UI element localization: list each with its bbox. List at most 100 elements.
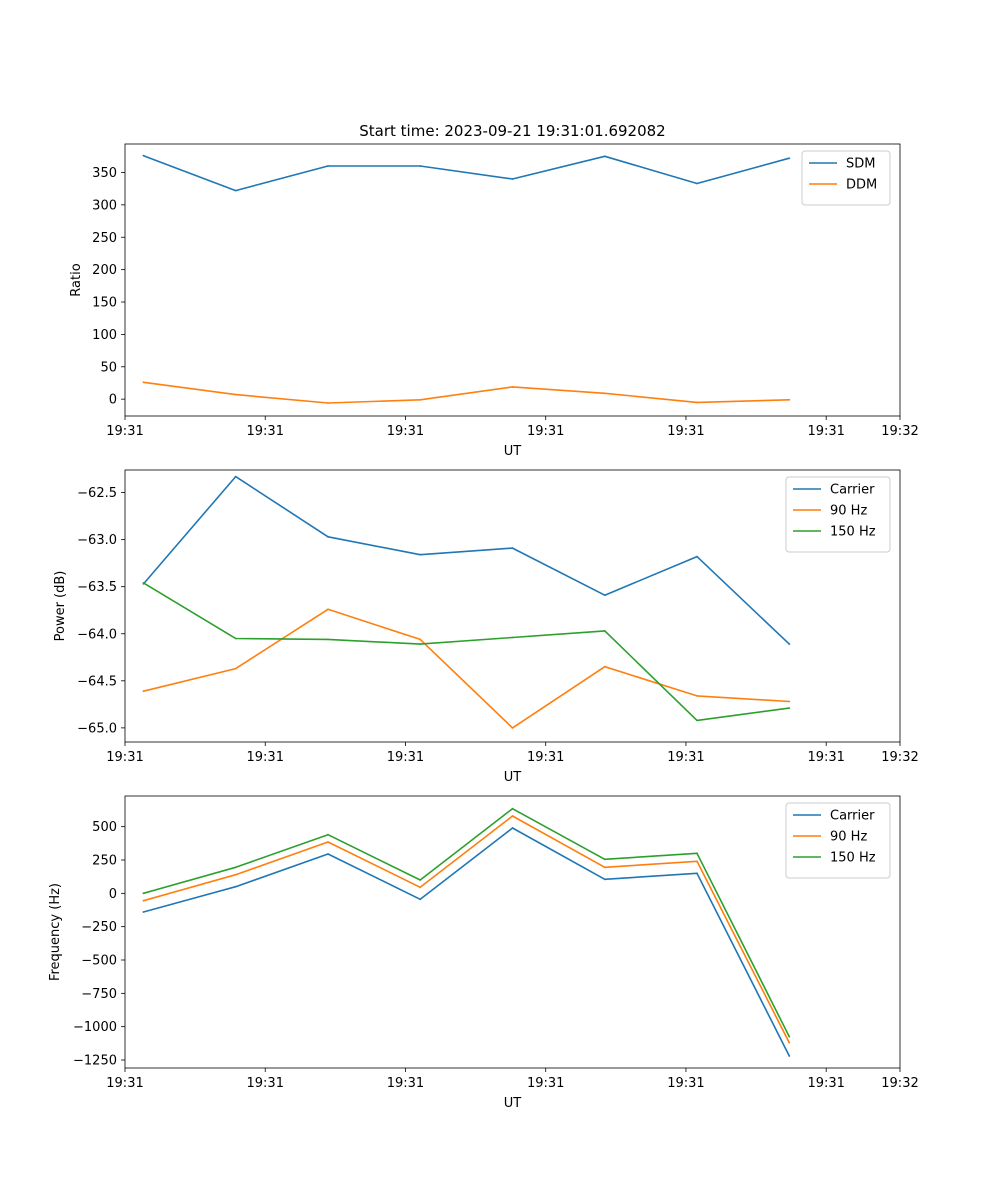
y-tick-label: −1000 (73, 1020, 117, 1035)
data-point (419, 553, 422, 556)
data-point (327, 841, 329, 843)
data-point (696, 694, 698, 697)
x-tick-label: 19:31 (527, 750, 564, 765)
y-tick-label: 500 (92, 820, 117, 835)
y-tick-label: −500 (81, 954, 117, 969)
plot-area-frame (124, 143, 901, 417)
legend-label: 150 Hz (830, 851, 876, 866)
data-point (603, 878, 606, 881)
data-point (788, 157, 791, 160)
data-point (419, 643, 422, 646)
data-point (788, 707, 791, 710)
legend: Carrier 90 Hz 150 Hz (785, 802, 891, 879)
data-point (603, 594, 606, 597)
data-point (419, 638, 422, 641)
y-tick-label: 0 (109, 393, 117, 408)
data-point (234, 873, 237, 876)
y-tick-label: −63.5 (77, 580, 117, 595)
data-point (327, 853, 329, 855)
legend-label: DDM (846, 178, 877, 193)
x-tick-label: 19:31 (106, 1076, 143, 1091)
series-line-carrier (143, 827, 791, 1057)
legend: SDM DDM (801, 150, 891, 206)
chart-panel-2: 19:31 19:31 19:31 19:31 19:31 19:31 19:32 −65.0… (53, 469, 919, 785)
data-point (142, 911, 145, 913)
data-point (788, 643, 791, 646)
x-tick-label: 19:31 (667, 1076, 704, 1091)
data-point (511, 807, 514, 810)
data-point (327, 638, 329, 641)
y-tick-label: 250 (92, 854, 117, 869)
y-tick-label: 50 (100, 360, 117, 375)
data-point (142, 690, 145, 693)
legend-label: SDM (846, 157, 875, 172)
data-point (142, 381, 145, 384)
data-point (234, 475, 237, 478)
data-point (788, 700, 791, 703)
data-point (234, 866, 237, 869)
plot-area-frame (124, 795, 901, 1069)
data-point (788, 1035, 791, 1038)
y-axis-label: Power (dB) (53, 571, 68, 642)
y-axis-label: Frequency (Hz) (48, 883, 63, 981)
data-point (234, 393, 237, 396)
data-point (234, 667, 237, 670)
y-tick-label: 200 (92, 263, 117, 278)
data-point (603, 665, 606, 668)
legend-frame (785, 476, 891, 553)
x-tick-label: 19:31 (807, 424, 844, 439)
series-line-150-hz (143, 807, 791, 1038)
series-line-sdm (143, 154, 790, 192)
chart-panel-3: 19:31 19:31 19:31 19:31 19:31 19:31 19:32 −1250… (48, 795, 919, 1111)
y-tick-label: −62.5 (77, 486, 117, 501)
data-point (511, 178, 514, 180)
series-line-ddm (143, 381, 790, 404)
legend-label: Carrier (830, 483, 875, 498)
data-point (603, 630, 606, 632)
x-tick-label: 19:31 (106, 424, 143, 439)
legend: Carrier 90 Hz 150 Hz (785, 476, 891, 553)
series-line-carrier (142, 475, 790, 645)
legend-label: 150 Hz (830, 525, 876, 540)
data-point (327, 833, 329, 836)
data-point (419, 398, 422, 401)
series-line-90-hz (143, 815, 791, 1044)
data-point (234, 189, 237, 192)
y-tick-label: −63.0 (77, 533, 117, 548)
data-point (788, 398, 791, 401)
data-point (788, 1055, 791, 1057)
x-tick-label: 19:31 (247, 1076, 284, 1091)
y-tick-label: 0 (109, 887, 117, 902)
y-tick-label: −65.0 (77, 721, 117, 736)
data-point (327, 402, 329, 404)
x-tick-label: 19:32 (881, 750, 918, 765)
x-axis-label: UT (504, 444, 522, 459)
x-tick-label: 19:31 (387, 750, 424, 765)
series-line-90-hz (143, 608, 790, 729)
chart-panel-1: 19:31 19:31 19:31 19:31 19:31 19:31 19:32 0 50 10… (69, 122, 919, 459)
y-tick-label: 150 (92, 296, 117, 311)
data-point (511, 547, 514, 550)
data-point (142, 892, 145, 895)
x-tick-label: 19:31 (106, 750, 143, 765)
data-point (419, 165, 422, 167)
x-tick-label: 19:31 (667, 424, 704, 439)
x-tick-label: 19:31 (807, 1076, 844, 1091)
data-point (696, 182, 698, 185)
x-tick-label: 19:31 (527, 1076, 564, 1091)
data-point (419, 886, 422, 889)
data-point (511, 815, 514, 817)
x-tick-label: 19:31 (247, 424, 284, 439)
data-point (603, 858, 606, 861)
chart-title: Start time: 2023-09-21 19:31:01.692082 (359, 122, 665, 140)
x-axis-label: UT (504, 1096, 522, 1111)
data-point (511, 726, 514, 729)
data-point (419, 898, 422, 901)
legend-frame (785, 802, 891, 879)
data-point (696, 719, 698, 722)
y-tick-label: −750 (81, 987, 117, 1002)
data-point (511, 385, 514, 388)
data-point (696, 860, 698, 863)
